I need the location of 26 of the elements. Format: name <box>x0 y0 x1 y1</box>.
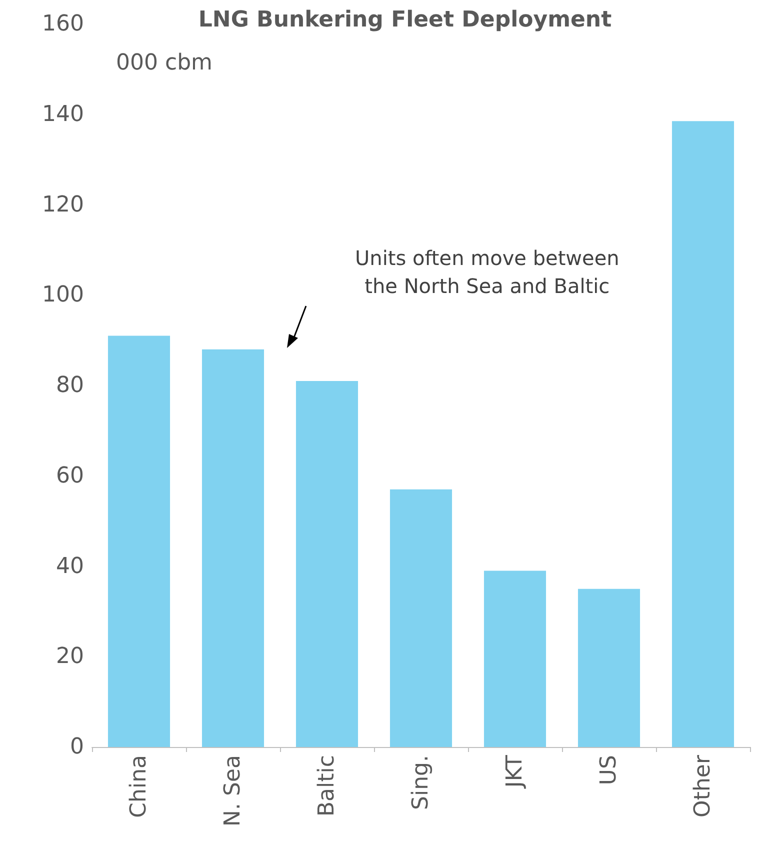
bar <box>108 336 170 747</box>
y-tick-label: 100 <box>42 282 84 308</box>
annotation: Units often move between the North Sea and Baltic <box>355 246 620 298</box>
y-tick-label: 140 <box>42 102 84 127</box>
bar <box>578 588 640 747</box>
x-tick-label: US <box>596 755 622 786</box>
y-tick-label: 40 <box>56 554 84 579</box>
y-tick-label: 160 <box>42 12 84 36</box>
x-tick-label: Baltic <box>314 755 340 817</box>
chart-title: LNG Bunkering Fleet Deployment <box>198 8 612 32</box>
x-tick-label: China <box>126 755 152 818</box>
y-tick-label: 60 <box>56 463 84 488</box>
y-tick-label: 120 <box>42 192 84 218</box>
x-tick-label: JKT <box>502 754 528 790</box>
y-tick-label: 0 <box>70 734 84 760</box>
bar <box>390 489 452 747</box>
x-tick-label: Sing. <box>408 755 434 810</box>
bar <box>296 380 358 747</box>
bar <box>202 349 264 747</box>
bar <box>672 121 734 747</box>
x-tick-label: Other <box>690 754 716 818</box>
x-tick-label: N. Sea <box>220 755 246 826</box>
y-tick-label: 20 <box>56 644 84 670</box>
y-tick-label: 80 <box>56 373 84 398</box>
bar <box>484 570 546 747</box>
y-axis-title: 000 cbm <box>116 50 212 76</box>
